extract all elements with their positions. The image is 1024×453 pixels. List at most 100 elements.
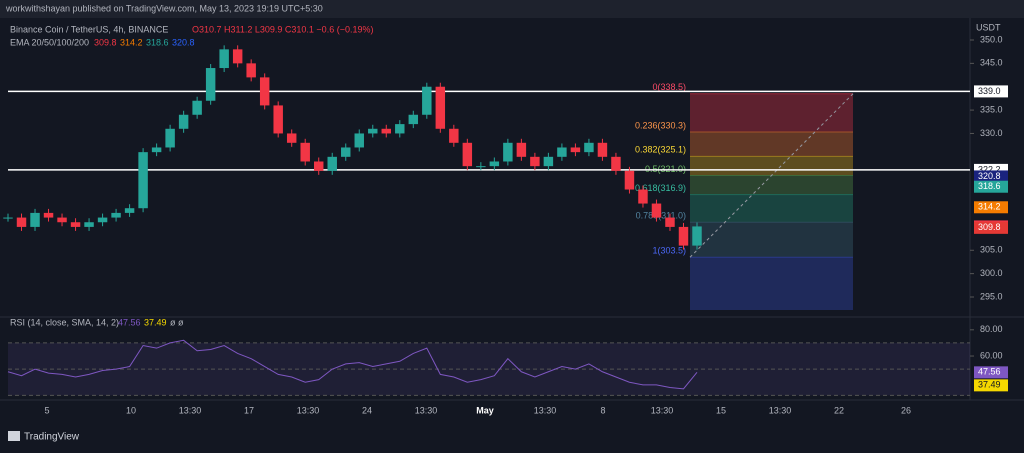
candle (151, 147, 162, 153)
candle (489, 161, 500, 167)
candle (124, 208, 135, 213)
fib-trend (689, 93, 854, 258)
time-label: 24 (362, 405, 372, 415)
time-label: 15 (716, 405, 726, 415)
candle (692, 226, 702, 246)
fib-zone (690, 132, 853, 157)
candle (651, 203, 662, 218)
candle (70, 222, 81, 227)
time-label: 13:30 (534, 405, 557, 415)
rsi-line (7, 339, 698, 390)
ema-value: 309.8 (94, 37, 117, 47)
candle (665, 217, 675, 227)
time-label: 8 (600, 405, 605, 415)
candle (178, 114, 189, 129)
price-badge-label: 339.0 (978, 86, 1001, 96)
candle (219, 49, 229, 69)
candle (205, 68, 216, 101)
candle (111, 212, 121, 218)
price-badge-label: 309.8 (978, 222, 1001, 232)
rsi-badge-label: 47.56 (978, 367, 1001, 377)
candle (638, 189, 648, 204)
rsi-sma: 37.49 (144, 317, 167, 327)
ema-value: 318.6 (146, 37, 169, 47)
fib-zone (690, 222, 853, 258)
candle (165, 128, 175, 148)
candle (543, 156, 554, 167)
candle (597, 142, 608, 157)
price-tick-label: 295.0 (980, 291, 1003, 301)
candle (570, 147, 581, 153)
candle (395, 124, 405, 134)
fib-zone (690, 156, 853, 176)
footer: TradingView (24, 432, 80, 443)
publisher: workwithshayan published on TradingView.… (5, 3, 323, 13)
candle (678, 226, 689, 246)
candle (354, 133, 364, 148)
rsi-tick-label: 60.00 (980, 350, 1003, 360)
price-badge-label: 318.6 (978, 181, 1001, 191)
fib-label: 0.5(321.0) (645, 164, 686, 174)
ohlc: O310.7 H311.2 L309.9 C310.1 −0.6 (−0.19%… (192, 24, 373, 34)
time-label: 17 (244, 405, 254, 415)
unit: USDT (976, 22, 1001, 32)
time-label: 13:30 (651, 405, 674, 415)
rsi-band (8, 342, 970, 396)
candle (516, 142, 527, 157)
price-tick-label: 335.0 (980, 104, 1003, 114)
price-badge-label: 322.2 (978, 164, 1001, 174)
time-label: 13:30 (179, 405, 202, 415)
candle (462, 142, 473, 167)
price-tick-label: 330.0 (980, 128, 1003, 138)
candle (313, 161, 324, 171)
rsi-label: RSI (14, close, SMA, 14, 2) (10, 317, 119, 327)
candle (286, 133, 297, 143)
time-label: 13:30 (415, 405, 438, 415)
time-label: May (476, 405, 494, 415)
candle (16, 217, 27, 227)
price-tick-label: 350.0 (980, 34, 1003, 44)
rsi-badge (974, 366, 1008, 379)
time-label: 10 (126, 405, 136, 415)
candle (138, 152, 148, 209)
candle (97, 217, 108, 223)
candle (192, 100, 202, 115)
time-label: 26 (901, 405, 911, 415)
fib-zone (690, 175, 853, 195)
rsi-extra: ø ø (170, 317, 184, 327)
candle (30, 212, 40, 227)
symbol: Binance Coin / TetherUS, 4h, BINANCE (10, 24, 168, 34)
candle (584, 142, 594, 153)
price-badge (974, 201, 1008, 214)
price-badge (974, 85, 1008, 98)
price-badge-label: 314.2 (978, 202, 1001, 212)
candle (43, 212, 54, 218)
ema-label: EMA 20/50/100/200 (10, 37, 89, 47)
price-badge (974, 221, 1008, 234)
candle (557, 147, 567, 157)
price-badge (974, 180, 1008, 193)
fib-label: 0(338.5) (652, 82, 686, 92)
fib-zone (690, 257, 853, 310)
candle (476, 166, 486, 168)
fib-label: 1(303.5) (652, 246, 686, 256)
logo (8, 431, 20, 441)
ema-value: 320.8 (172, 37, 195, 47)
sma-badge (974, 379, 1008, 392)
price-badge-label: 320.8 (978, 171, 1001, 181)
candle (341, 147, 351, 157)
candle (84, 222, 94, 227)
time-label: 5 (44, 405, 49, 415)
rsi-tick-label: 80.00 (980, 324, 1003, 334)
fib-label: 0.618(316.9) (635, 183, 686, 193)
ema-value: 314.2 (120, 37, 143, 47)
fib-label: 0.236(330.3) (635, 120, 686, 130)
candle (422, 86, 432, 115)
sma-badge-label: 37.49 (978, 380, 1001, 390)
candle (246, 63, 256, 78)
price-badge (974, 170, 1008, 183)
candle (408, 114, 419, 125)
candle (611, 156, 621, 171)
candle (57, 217, 67, 223)
